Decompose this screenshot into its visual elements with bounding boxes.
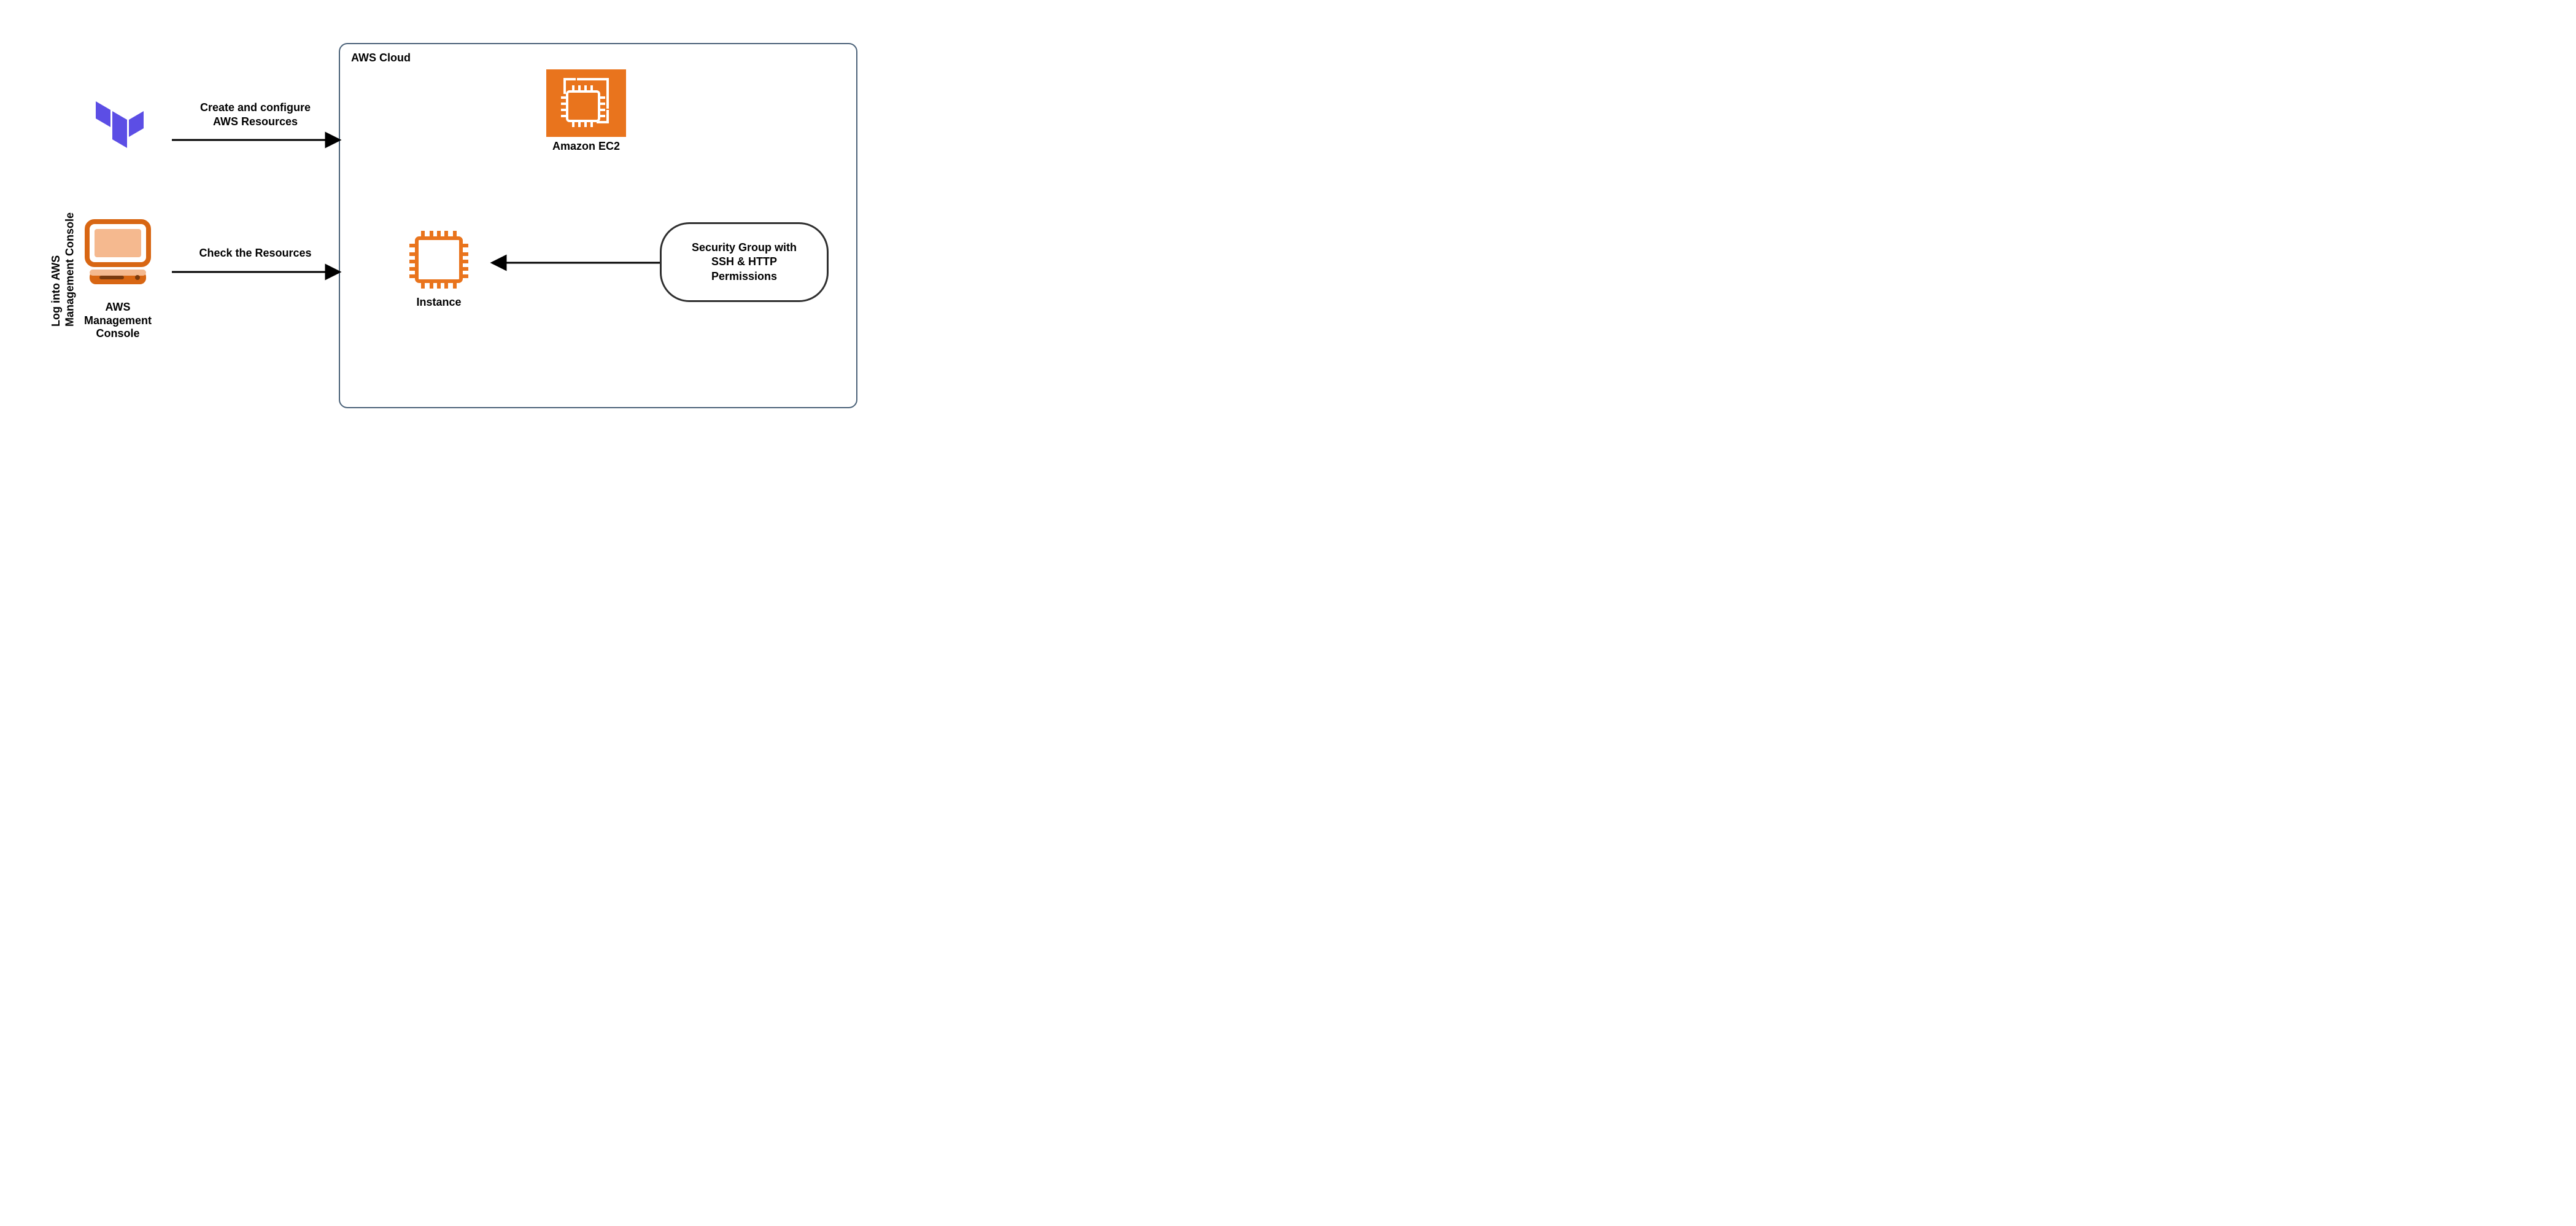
edge-label-check-line1: Check the Resources	[199, 247, 311, 259]
edge-label-create-line1: Create and configure	[200, 101, 311, 114]
edge-label-create: Create and configure AWS Resources	[172, 101, 339, 128]
edge-label-check: Check the Resources	[172, 247, 339, 260]
edge-label-create-line2: AWS Resources	[213, 115, 298, 128]
edges-layer	[0, 0, 921, 438]
diagram-canvas: Log into AWS Management Console	[0, 0, 921, 438]
